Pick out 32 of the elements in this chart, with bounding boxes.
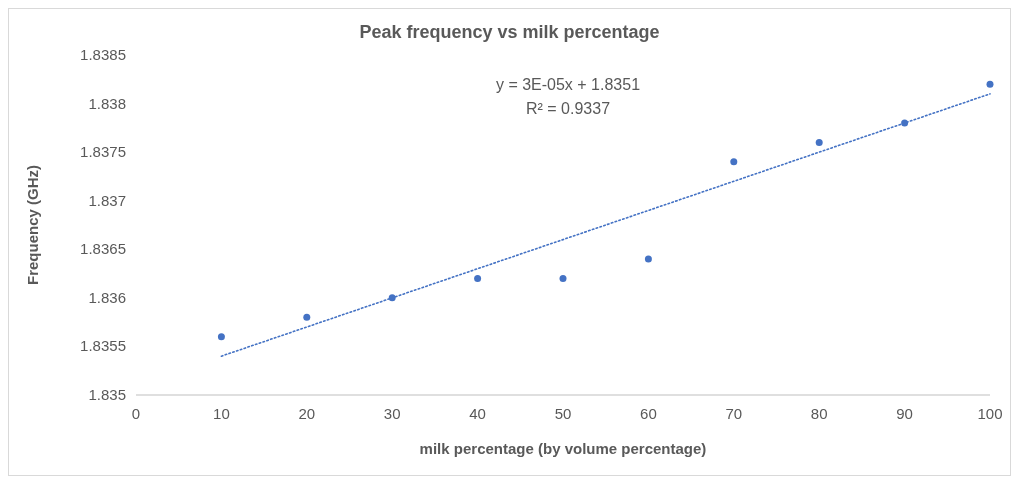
point [474, 274, 482, 282]
x-tick-label: 70 [725, 405, 743, 422]
y-tick-label: 1.837 [88, 191, 126, 209]
y-tick-label: 1.838 [88, 94, 126, 112]
annotation: R² = 0.9337 [525, 100, 611, 117]
y-axis-title: Frequency (GHz) [24, 164, 41, 286]
y-tick-label: 1.836 [88, 288, 126, 306]
point [730, 158, 738, 166]
x-tick-label: 100 [977, 405, 1003, 422]
point [217, 333, 225, 341]
x-tick-label: 50 [554, 405, 572, 422]
point [644, 255, 652, 263]
y-tick-label: 1.8355 [80, 337, 126, 355]
annotation: y = 3E-05x + 1.8351 [495, 76, 641, 93]
x-tick-label: 10 [213, 405, 230, 422]
point [559, 274, 567, 282]
y-tick-label: 1.8365 [80, 240, 126, 258]
point [815, 138, 823, 146]
chart-title: Peak frequency vs milk percentage [359, 22, 660, 42]
x-tick-label: 80 [810, 405, 828, 422]
x-tick-label: 20 [298, 405, 316, 422]
y-tick-label: 1.8385 [80, 46, 126, 63]
y-tick-label: 1.835 [88, 386, 126, 403]
x-axis-title: milk percentage (by volume percentage) [419, 440, 707, 457]
x-tick-label: 30 [383, 405, 401, 422]
point [986, 80, 994, 88]
x-tick-label: 40 [469, 405, 486, 422]
y-tick-label: 1.8375 [80, 143, 126, 161]
x-tick-label: 0 [131, 405, 141, 422]
point [303, 313, 311, 321]
x-tick-label: 60 [640, 405, 657, 422]
x-tick-label: 90 [896, 405, 913, 422]
